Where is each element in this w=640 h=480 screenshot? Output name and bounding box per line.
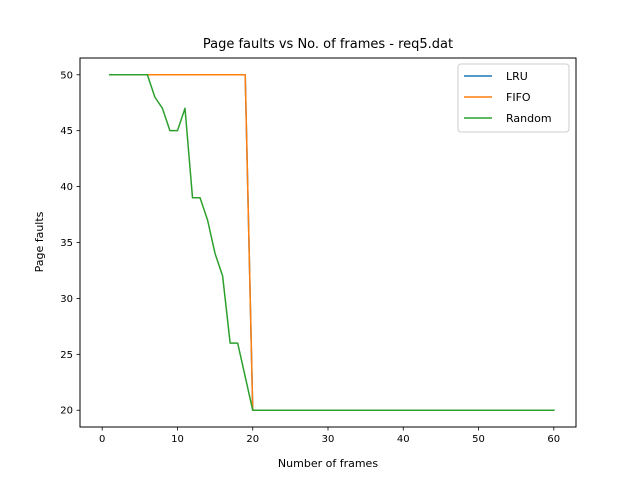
y-tick-label: 30 [60,294,73,305]
y-tick-label: 35 [60,238,73,249]
y-tick-label: 25 [60,350,73,361]
legend-label-random: Random [506,112,552,125]
chart-title: Page faults vs No. of frames - req5.dat [203,37,453,52]
legend-label-fifo: FIFO [506,91,531,104]
y-tick-label: 50 [60,70,73,81]
legend: LRU FIFO Random [457,63,570,133]
x-tick-label: 30 [322,434,335,445]
series-line-random [108,74,555,411]
y-tick-label: 40 [60,182,73,193]
x-axis-label: Number of frames [278,457,378,470]
x-tick-label: 50 [472,434,485,445]
y-axis: 20 25 30 35 40 45 50 [60,70,80,417]
x-tick-label: 10 [171,434,184,445]
x-tick-label: 40 [397,434,410,445]
legend-label-lru: LRU [506,70,528,83]
x-tick-label: 0 [99,434,105,445]
legend-box [457,63,570,133]
y-tick-label: 20 [60,406,73,417]
x-tick-label: 20 [246,434,259,445]
y-tick-label: 45 [60,126,73,137]
x-axis: 0 10 20 30 40 50 60 [99,427,560,445]
series-layer [108,74,555,411]
x-tick-label: 60 [547,434,560,445]
y-axis-label: Page faults [33,211,46,272]
